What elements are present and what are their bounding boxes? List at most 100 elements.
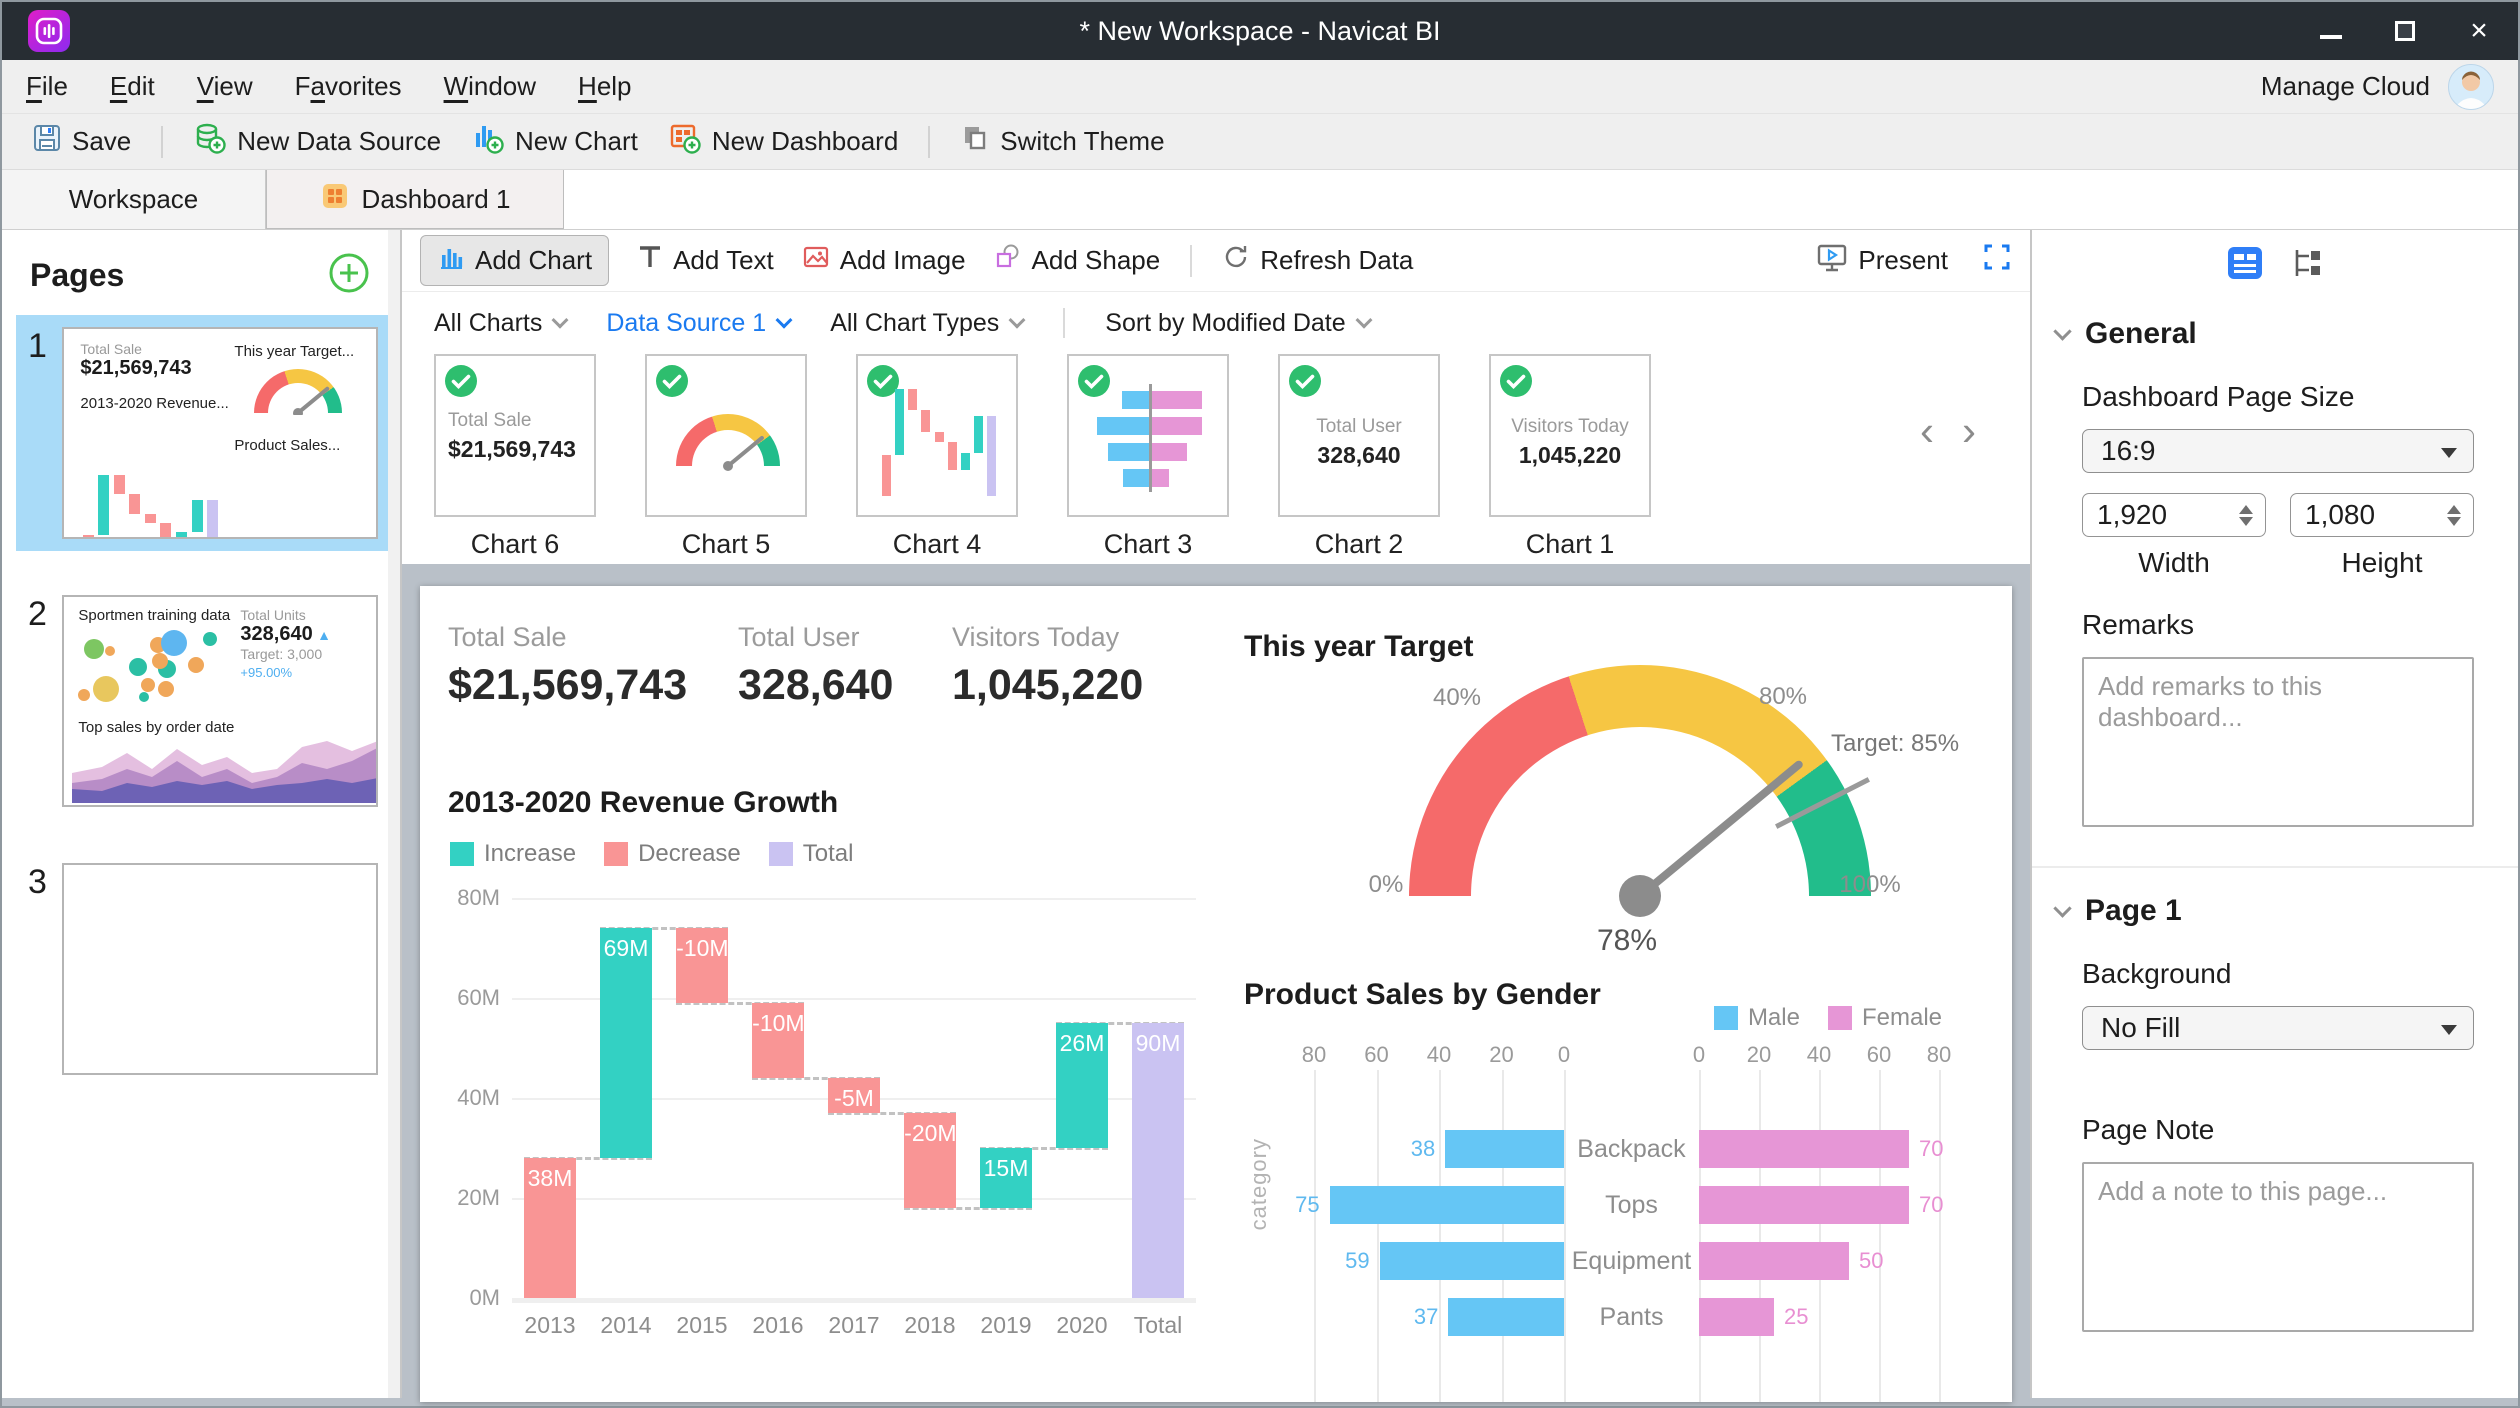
tornado-bar-male[interactable]: [1123, 469, 1149, 487]
waterfall-bar[interactable]: [882, 455, 891, 496]
tab-dashboard-1[interactable]: Dashboard 1: [266, 170, 564, 229]
new-data-source-button[interactable]: New Data Source: [183, 117, 451, 166]
waterfall-chart[interactable]: 2013-2020 Revenue Growth IncreaseDecreas…: [448, 786, 1212, 1386]
save-button[interactable]: Save: [22, 119, 141, 164]
user-avatar[interactable]: [2448, 64, 2494, 110]
waterfall-bar[interactable]: [895, 389, 904, 456]
structure-tree-tab-icon[interactable]: [2289, 246, 2323, 287]
waterfall-bar[interactable]: [83, 535, 94, 539]
waterfall-bar[interactable]: [160, 523, 171, 539]
tornado-bar-female[interactable]: [1699, 1242, 1849, 1280]
remarks-textarea[interactable]: [2082, 657, 2474, 827]
tab-workspace[interactable]: Workspace: [2, 170, 266, 229]
page-thumbnail-1[interactable]: 1 Total Sale $21,569,743 This year Targe…: [16, 315, 390, 551]
tornado-bar-female[interactable]: [1699, 1186, 1909, 1224]
maximize-button[interactable]: [2392, 18, 2418, 44]
chart-card-chart-1[interactable]: Visitors Today1,045,220Chart 1: [1489, 354, 1651, 560]
add-chart-button[interactable]: Add Chart: [420, 235, 609, 286]
gauge-chart[interactable]: This year Target 0%40%80%100% Target: 85…: [1244, 630, 1956, 964]
filter-sort[interactable]: Sort by Modified Date: [1105, 309, 1369, 338]
tornado-bar-female[interactable]: [1699, 1298, 1774, 1336]
chart-card-chart-4[interactable]: Chart 4: [856, 354, 1018, 560]
menu-item-edit[interactable]: Edit: [110, 71, 155, 102]
waterfall-bar[interactable]: 69M: [600, 928, 652, 1158]
minimize-button[interactable]: [2318, 18, 2344, 44]
tornado-bar-male[interactable]: [1448, 1298, 1564, 1336]
dashboard-page[interactable]: Total Sale$21,569,743Total User328,640Vi…: [420, 586, 2012, 1402]
waterfall-bar[interactable]: [935, 432, 944, 442]
gallery-prev-button[interactable]: ‹: [1920, 410, 1934, 452]
new-chart-button[interactable]: New Chart: [461, 117, 648, 166]
page-thumbnail-3[interactable]: 3: [16, 851, 390, 1087]
menu-item-favorites[interactable]: Favorites: [295, 71, 402, 102]
fullscreen-icon[interactable]: [1982, 242, 2012, 279]
chart-card-chart-6[interactable]: Total Sale$21,569,743Chart 6: [434, 354, 596, 560]
waterfall-bar[interactable]: [145, 514, 156, 523]
waterfall-bar[interactable]: [98, 475, 109, 535]
add-text-button[interactable]: Add Text: [637, 244, 774, 277]
menu-item-help[interactable]: Help: [578, 71, 631, 102]
tornado-bar-female[interactable]: [1151, 469, 1169, 487]
width-input[interactable]: 1,920: [2082, 493, 2266, 537]
waterfall-bar[interactable]: [176, 532, 187, 539]
spinner-arrows-icon[interactable]: [2239, 498, 2253, 533]
waterfall-bar[interactable]: -10M: [676, 928, 728, 1003]
close-button[interactable]: ×: [2466, 18, 2492, 44]
waterfall-bar[interactable]: [948, 442, 957, 470]
switch-theme-button[interactable]: Switch Theme: [950, 119, 1174, 164]
page1-section-header[interactable]: Page 1: [2032, 868, 2518, 928]
tornado-bar-female[interactable]: [1151, 417, 1202, 435]
dashboard-properties-tab-icon[interactable]: [2227, 246, 2263, 287]
filter-all-charts[interactable]: All Charts: [434, 309, 566, 338]
waterfall-bar[interactable]: [114, 475, 125, 495]
waterfall-bar[interactable]: 38M: [524, 1158, 576, 1298]
new-dashboard-button[interactable]: New Dashboard: [658, 117, 908, 166]
tornado-bar-female[interactable]: [1151, 443, 1187, 461]
chart-card-chart-3[interactable]: Chart 3: [1067, 354, 1229, 560]
tornado-bar-male[interactable]: [1380, 1242, 1564, 1280]
refresh-data-button[interactable]: Refresh Data: [1222, 243, 1413, 278]
waterfall-bar[interactable]: [908, 389, 917, 411]
tornado-bar-female[interactable]: [1699, 1130, 1909, 1168]
waterfall-bar[interactable]: [974, 416, 983, 452]
add-shape-button[interactable]: Add Shape: [994, 243, 1161, 278]
gallery-next-button[interactable]: ›: [1962, 410, 1976, 452]
waterfall-bar[interactable]: 26M: [1056, 1023, 1108, 1148]
tornado-bar-male[interactable]: [1445, 1130, 1564, 1168]
menu-item-window[interactable]: Window: [444, 71, 536, 102]
pages-scrollbar[interactable]: [388, 230, 400, 1398]
background-select[interactable]: No Fill: [2082, 1006, 2474, 1050]
tornado-bar-male[interactable]: [1330, 1186, 1564, 1224]
tornado-chart[interactable]: Product Sales by Gender MaleFemale categ…: [1244, 978, 1956, 1402]
menu-item-view[interactable]: View: [197, 71, 253, 102]
manage-cloud-link[interactable]: Manage Cloud: [2261, 71, 2430, 102]
waterfall-bar[interactable]: [921, 410, 930, 432]
page-size-select[interactable]: 16:9: [2082, 429, 2474, 473]
waterfall-bar[interactable]: [192, 500, 203, 533]
tornado-bar-female[interactable]: [1151, 391, 1202, 409]
waterfall-bar[interactable]: 15M: [980, 1148, 1032, 1208]
tornado-bar-male[interactable]: [1097, 417, 1150, 435]
waterfall-bar[interactable]: 90M: [1132, 1023, 1184, 1298]
height-input[interactable]: 1,080: [2290, 493, 2474, 537]
tornado-bar-male[interactable]: [1122, 391, 1149, 409]
waterfall-bar[interactable]: [961, 453, 970, 470]
tornado-bar-male[interactable]: [1108, 443, 1149, 461]
add-page-button[interactable]: [328, 252, 370, 299]
waterfall-bar[interactable]: -10M: [752, 1003, 804, 1078]
add-image-button[interactable]: Add Image: [802, 243, 966, 278]
general-section-header[interactable]: General: [2032, 291, 2518, 351]
page-thumbnail-2[interactable]: 2 Sportmen training data Total Units 328…: [16, 583, 390, 819]
present-button[interactable]: Present: [1816, 242, 1948, 279]
waterfall-bar[interactable]: -20M: [904, 1113, 956, 1208]
waterfall-bar[interactable]: [129, 494, 140, 514]
chart-card-chart-5[interactable]: Chart 5: [645, 354, 807, 560]
chart-card-chart-2[interactable]: Total User328,640Chart 2: [1278, 354, 1440, 560]
spinner-arrows-icon[interactable]: [2447, 498, 2461, 533]
waterfall-bar[interactable]: [987, 416, 996, 496]
waterfall-bar[interactable]: [207, 500, 218, 540]
page-note-textarea[interactable]: [2082, 1162, 2474, 1332]
filter-chart-types[interactable]: All Chart Types: [830, 309, 1023, 338]
filter-data-source[interactable]: Data Source 1: [606, 309, 790, 338]
menu-item-file[interactable]: File: [26, 71, 68, 102]
